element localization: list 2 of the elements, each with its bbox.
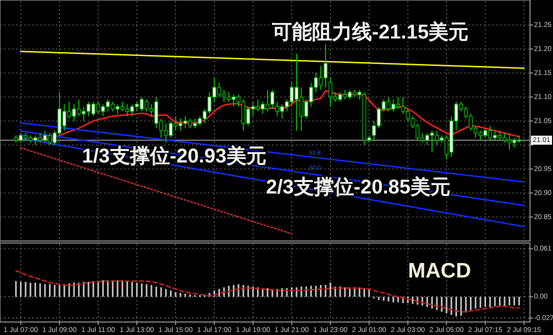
annotation: MACD — [408, 260, 471, 283]
annotation: 可能阻力线-21.15美元 — [271, 20, 469, 44]
